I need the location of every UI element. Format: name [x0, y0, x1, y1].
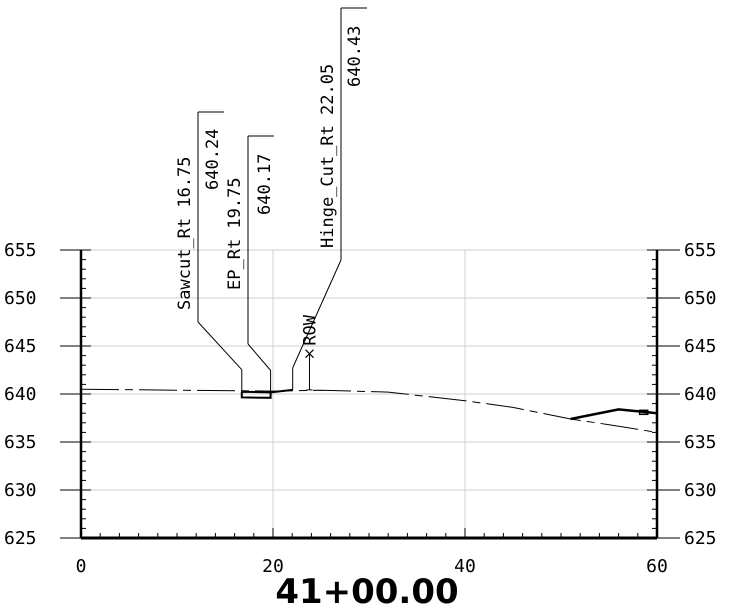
y-tick-label: 650	[684, 288, 717, 309]
callout-elevation: 640.17	[255, 154, 275, 215]
y-tick-label: 645	[4, 336, 37, 357]
callout-elevation: 640.24	[203, 129, 223, 190]
y-axis-left: 625 630 635 640 645 650 655	[4, 240, 81, 549]
y-tick-label: 625	[4, 528, 37, 549]
y-tick-label: 635	[684, 432, 717, 453]
grid-lines	[80, 249, 658, 539]
callout-leader	[197, 321, 243, 371]
existing-ground-line	[80, 388, 658, 433]
axis-ticks	[80, 249, 658, 539]
callout-leader	[247, 343, 271, 371]
existing-ground-path	[80, 388, 658, 433]
y-tick-label: 655	[684, 240, 717, 261]
x-tick-label: 20	[262, 556, 284, 577]
hinge-line	[270, 388, 293, 394]
pavement-outline	[240, 390, 272, 399]
y-tick-label: 645	[684, 336, 717, 357]
callout-name: EP_Rt 19.75	[225, 177, 245, 290]
x-tick-label: 40	[454, 556, 476, 577]
callout-leader	[292, 259, 342, 369]
x-axis: 0 20 40 60	[76, 556, 668, 577]
y-tick-label: 640	[684, 384, 717, 405]
y-tick-label: 625	[684, 528, 717, 549]
x-tick-label: 60	[646, 556, 668, 577]
callout-elevation: 640.43	[345, 26, 365, 87]
y-tick-label: 640	[4, 384, 37, 405]
y-tick-label: 630	[684, 480, 717, 501]
callout-name: Sawcut_Rt 16.75	[175, 156, 195, 310]
y-tick-label: 635	[4, 432, 37, 453]
x-tick-label: 0	[76, 556, 87, 577]
y-axis-right: 625 630 635 640 645 650 655	[657, 240, 717, 549]
y-tick-label: 655	[4, 240, 37, 261]
y-tick-label: 630	[4, 480, 37, 501]
right-end-marker	[638, 409, 649, 416]
row-marker: ROW	[300, 314, 320, 391]
pavement-section	[240, 388, 658, 421]
station-label: 41+00.00	[275, 572, 458, 612]
y-tick-label: 650	[4, 288, 37, 309]
row-label: ROW	[300, 314, 320, 345]
callout-name: Hinge_Cut_Rt 22.05	[318, 64, 338, 248]
